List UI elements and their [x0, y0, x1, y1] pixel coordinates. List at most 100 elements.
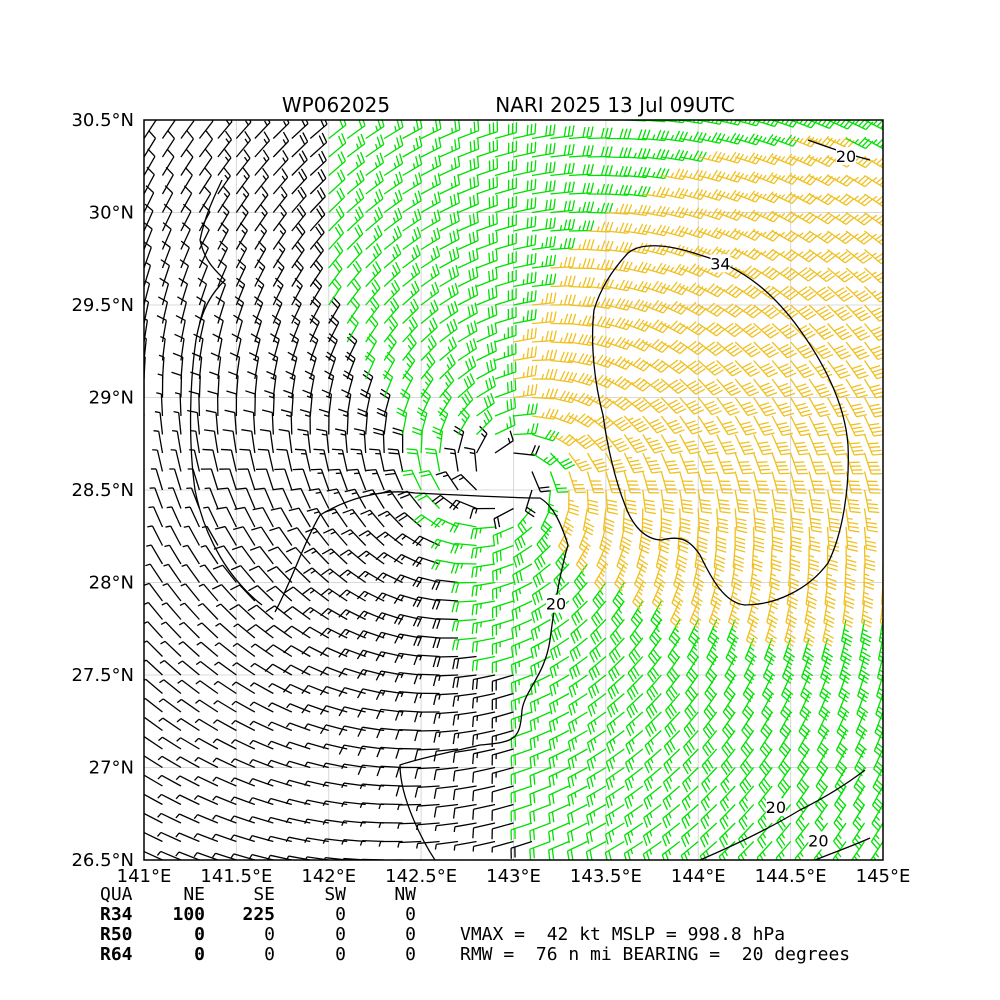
- wind-barb: [491, 711, 514, 729]
- wind-barb: [567, 859, 569, 860]
- wind-barb: [623, 415, 650, 433]
- wind-barb: [605, 279, 633, 292]
- wind-barb: [716, 508, 729, 534]
- wind-barb: [681, 785, 699, 811]
- wind-barb: [161, 203, 173, 232]
- wind-barb: [471, 655, 496, 672]
- wind-barb: [511, 618, 533, 639]
- wind-barb: [720, 748, 736, 776]
- wind-barb: [642, 489, 656, 515]
- wind-barb: [346, 151, 366, 177]
- wind-barb: [309, 314, 320, 343]
- wind-barb: [282, 664, 311, 676]
- wind-barb: [548, 822, 570, 843]
- wind-barb: [272, 186, 288, 213]
- wind-barb: [725, 637, 738, 666]
- wind-barb: [753, 341, 779, 358]
- wind-barb: [439, 228, 460, 251]
- wind-barb: [457, 230, 479, 251]
- wind-barb: [587, 165, 613, 177]
- wind-barb: [144, 130, 157, 158]
- wind-barb: [287, 527, 311, 546]
- wind-barb: [144, 831, 163, 843]
- wind-barb: [475, 425, 488, 454]
- wind-barb: [291, 259, 304, 287]
- wind-barb: [605, 356, 634, 370]
- wind-barb: [470, 526, 496, 540]
- wind-barb: [212, 738, 237, 750]
- wind-barb: [721, 730, 736, 757]
- wind-barb: [326, 488, 348, 509]
- wind-barb: [283, 625, 311, 639]
- wind-barb: [452, 766, 477, 782]
- wind-barb: [471, 692, 496, 709]
- wind-barb: [605, 128, 632, 140]
- table-header-se: SE: [253, 884, 275, 905]
- wind-barb: [669, 600, 683, 629]
- wind-barb: [531, 388, 559, 400]
- wind-barb: [186, 409, 201, 435]
- wind-barb: [200, 468, 219, 491]
- wind-barb: [734, 360, 760, 378]
- wind-barb: [232, 662, 256, 676]
- table-header-qua: QUA: [100, 884, 133, 905]
- wind-barb: [180, 120, 195, 139]
- wind-barb: [753, 452, 772, 475]
- wind-barb: [513, 365, 538, 380]
- wind-barb: [524, 489, 536, 518]
- wind-barb: [734, 415, 757, 436]
- wind-barb: [704, 674, 718, 702]
- wind-barb: [328, 151, 346, 176]
- wind-barb: [469, 507, 496, 519]
- wind-barb: [375, 592, 403, 602]
- wind-barb: [383, 297, 400, 324]
- wind-barb: [476, 121, 499, 140]
- wind-barb: [198, 167, 212, 195]
- row-r34-nw: 0: [405, 904, 416, 925]
- wind-barb: [753, 434, 774, 456]
- wind-barb: [160, 621, 182, 639]
- wind-barb: [660, 471, 678, 494]
- wind-barb: [653, 563, 666, 592]
- wind-barb: [771, 304, 799, 320]
- wind-barb: [162, 583, 182, 602]
- wind-barb: [254, 487, 274, 509]
- wind-barb: [144, 262, 152, 287]
- wind-barb: [177, 660, 200, 676]
- wind-barb: [356, 590, 385, 602]
- wind-barb: [568, 333, 596, 347]
- wind-barb: [158, 296, 169, 324]
- wind-barb: [285, 566, 311, 583]
- wind-barb: [605, 165, 632, 178]
- wind-barb: [493, 507, 514, 530]
- wind-barb: [291, 223, 306, 250]
- wind-barb: [882, 563, 883, 587]
- wind-barb: [532, 563, 551, 588]
- wind-barb: [753, 378, 778, 397]
- wind-barb: [660, 859, 662, 860]
- wind-barb: [882, 471, 883, 475]
- wind-barb: [549, 637, 570, 661]
- wind-barb: [415, 840, 440, 849]
- wind-barb: [512, 563, 533, 586]
- wind-barb: [529, 711, 551, 732]
- wind-barb: [492, 563, 514, 582]
- wind-barb: [159, 659, 182, 676]
- wind-barb: [882, 231, 883, 232]
- wind-barb: [531, 292, 557, 306]
- wind-barb: [285, 779, 311, 787]
- wind-barb: [529, 803, 551, 823]
- wind-barb: [882, 194, 883, 195]
- wind-barb: [586, 803, 607, 826]
- wind-barb: [740, 730, 755, 758]
- wind-barb: [439, 174, 461, 195]
- wind-barb: [144, 729, 145, 731]
- wind-barb: [464, 446, 478, 472]
- wind-barb: [683, 730, 699, 757]
- wind-barb: [433, 748, 459, 762]
- wind-barb: [660, 378, 688, 394]
- wind-barb: [568, 489, 579, 516]
- wind-barb: [734, 378, 760, 397]
- wind-barb: [309, 120, 328, 139]
- wind-barb: [346, 206, 364, 232]
